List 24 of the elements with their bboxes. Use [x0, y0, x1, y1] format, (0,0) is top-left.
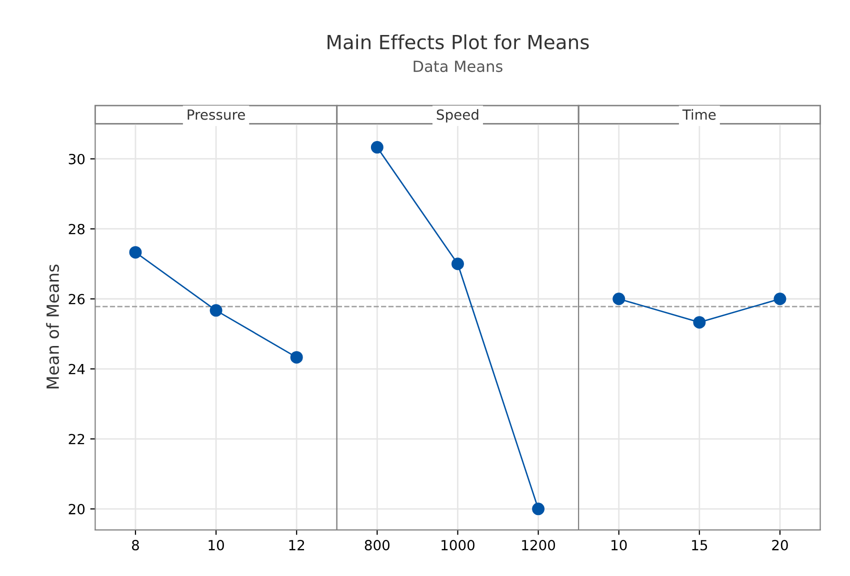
x-tick-label: 800 — [364, 540, 390, 550]
x-tick-label: 1200 — [522, 540, 556, 550]
chart-title: Main Effects Plot for Means — [328, 34, 589, 50]
x-tick-label: 1000 — [442, 540, 474, 550]
x-tick-label: 15 — [692, 540, 708, 550]
y-tick-label: 28 — [68, 224, 85, 234]
y-tick-label: 26 — [68, 294, 85, 304]
point — [210, 304, 222, 317]
x-tick-label: 10 — [612, 540, 627, 550]
y-axis-title: Mean of Means — [46, 264, 60, 388]
x-axis-title: Speed — [436, 109, 478, 123]
x-tick-label: 12 — [289, 540, 304, 550]
x-axis-title: Time — [682, 109, 716, 120]
x-tick-label: 20 — [772, 540, 788, 550]
point — [290, 351, 303, 364]
y-tick-label: 24 — [68, 364, 85, 374]
chart-subtitle: Data Means — [414, 60, 502, 72]
x-axis-title: Pressure — [188, 110, 245, 120]
x-tick-label: 10 — [208, 540, 224, 550]
y-tick-label: 20 — [68, 504, 85, 514]
x-tick-label: 8 — [132, 540, 139, 550]
point — [129, 246, 142, 259]
y-tick-label: 22 — [68, 434, 84, 444]
y-tick-label: 30 — [68, 154, 85, 164]
